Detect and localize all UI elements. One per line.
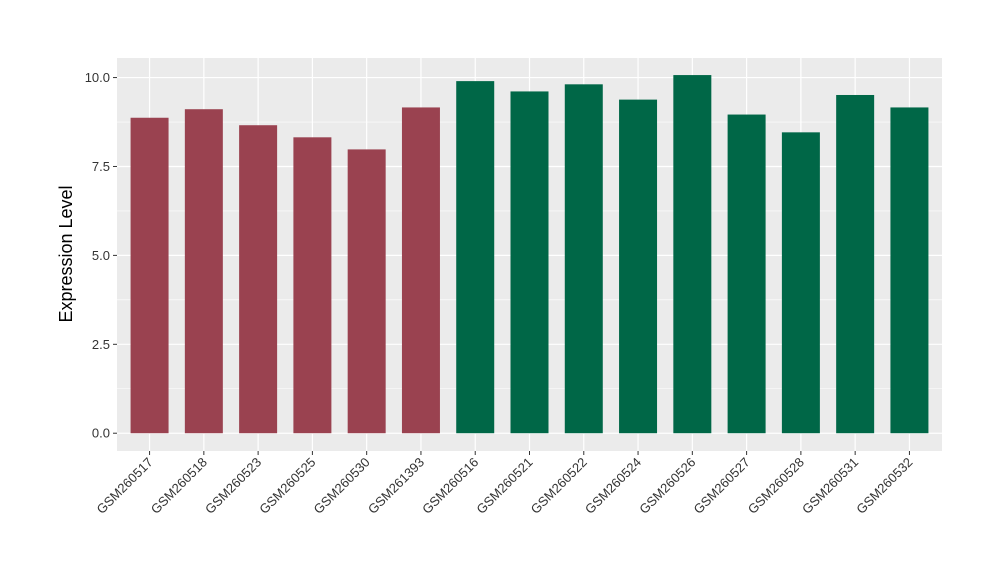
bar-GSM260527	[727, 114, 766, 434]
y-tick-label: 0.0	[92, 426, 110, 441]
bar-GSM261393	[401, 107, 440, 434]
y-tick-label: 7.5	[92, 159, 110, 174]
bar-GSM260531	[836, 94, 875, 434]
bar-GSM260524	[619, 99, 658, 434]
bar-GSM260521	[510, 91, 549, 434]
x-tick-label: GSM260526	[636, 455, 698, 517]
x-tick-label: GSM260525	[256, 455, 318, 517]
bar-GSM260523	[239, 125, 278, 434]
bar-GSM260517	[130, 117, 169, 434]
x-tick-label: GSM260532	[853, 455, 915, 517]
y-tick-label: 10.0	[85, 70, 110, 85]
x-tick-label: GSM260522	[528, 455, 590, 517]
x-tick-label: GSM260521	[473, 455, 535, 517]
x-tick-label: GSM260516	[419, 455, 481, 517]
bar-GSM260532	[890, 107, 929, 434]
bar-GSM260526	[673, 75, 712, 434]
y-tick-label: 2.5	[92, 337, 110, 352]
bar-GSM260522	[564, 84, 603, 434]
x-axis: GSM260517GSM260518GSM260523GSM260525GSM2…	[93, 451, 916, 517]
x-tick-label: GSM260530	[311, 455, 373, 517]
bar-GSM260530	[347, 149, 386, 434]
x-tick-label: GSM260531	[799, 455, 861, 517]
y-tick-label: 5.0	[92, 248, 110, 263]
bars	[130, 75, 929, 434]
bar-GSM260525	[293, 137, 332, 434]
x-tick-label: GSM260527	[691, 455, 753, 517]
x-tick-label: GSM260523	[202, 455, 264, 517]
x-tick-label: GSM261393	[365, 455, 427, 517]
bar-GSM260518	[184, 109, 223, 434]
x-tick-label: GSM260524	[582, 455, 644, 517]
x-tick-label: GSM260517	[93, 455, 155, 517]
y-axis: 0.0 2.5 5.0 7.5 10.0	[85, 70, 117, 441]
x-tick-label: GSM260528	[745, 455, 807, 517]
y-axis-title: Expression Level	[56, 185, 76, 322]
x-tick-label: GSM260518	[148, 455, 210, 517]
bar-GSM260528	[781, 132, 820, 434]
bar-GSM260516	[456, 81, 495, 434]
